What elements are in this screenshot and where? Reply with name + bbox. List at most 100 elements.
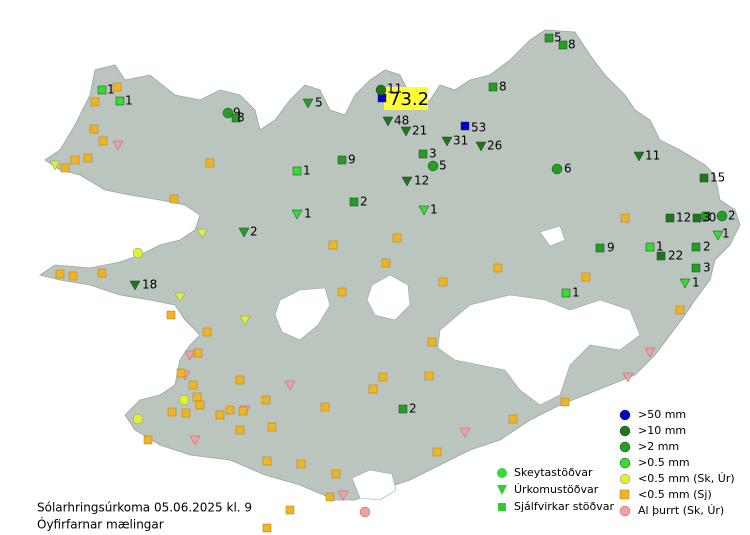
station-marker xyxy=(378,372,388,382)
station-marker xyxy=(716,210,728,222)
station-marker xyxy=(337,155,347,165)
station-marker xyxy=(398,404,408,414)
station-label: 1 xyxy=(430,203,438,217)
station-marker xyxy=(169,194,179,204)
station-marker xyxy=(381,258,391,268)
legend-label: >10 mm xyxy=(638,424,686,437)
station-marker xyxy=(644,347,656,358)
station-marker xyxy=(192,392,202,402)
station-marker xyxy=(712,230,724,241)
station-marker xyxy=(349,197,359,207)
station-marker xyxy=(441,136,453,147)
station-label: 1 xyxy=(692,276,700,290)
legend-marker xyxy=(497,468,507,478)
station-marker xyxy=(112,140,124,151)
station-label: 6 xyxy=(564,162,572,176)
station-label: 1 xyxy=(125,94,133,108)
station-marker xyxy=(331,469,341,479)
legend-marker xyxy=(619,441,631,453)
station-marker xyxy=(320,402,330,412)
station-marker xyxy=(595,243,605,253)
station-marker xyxy=(178,394,190,406)
station-marker xyxy=(701,211,711,221)
station-marker xyxy=(675,305,685,315)
station-marker xyxy=(418,149,428,159)
station-label: 8 xyxy=(237,111,245,125)
station-marker xyxy=(184,350,196,361)
station-label: 1 xyxy=(304,207,312,221)
highlight-box xyxy=(384,87,428,110)
station-marker xyxy=(188,380,198,390)
glacier xyxy=(437,294,641,406)
station-marker xyxy=(645,242,655,252)
station-marker xyxy=(375,84,387,96)
map-subtitle: Óyfirfarnar mælingar xyxy=(37,517,164,532)
glaciers xyxy=(274,225,641,501)
station-marker xyxy=(90,97,100,107)
station-label: 3 xyxy=(703,261,711,275)
station-label: 11 xyxy=(645,149,660,163)
legend-label: Úrkomustöðvar xyxy=(514,483,599,496)
legend-label: <0.5 mm (Sk, Úr) xyxy=(638,472,735,485)
legend-marker xyxy=(497,485,507,495)
station-marker xyxy=(235,375,245,385)
station-marker xyxy=(400,126,412,137)
legend-marker xyxy=(619,489,630,500)
station-marker xyxy=(418,205,430,216)
station-marker xyxy=(679,278,691,289)
station-marker xyxy=(115,96,125,106)
station-label: 5 xyxy=(439,159,447,173)
legend-marker xyxy=(619,457,631,469)
station-marker xyxy=(193,348,203,358)
legend-marker xyxy=(619,425,631,437)
legend-label: <0.5 mm (Sj) xyxy=(638,488,712,501)
station-marker xyxy=(424,371,434,381)
station-marker xyxy=(328,240,338,250)
station-marker xyxy=(97,85,107,95)
legend-marker xyxy=(619,409,631,421)
station-marker xyxy=(215,410,225,420)
station-marker xyxy=(392,233,402,243)
station-marker xyxy=(337,287,347,297)
station-label: 1 xyxy=(107,83,115,97)
station-label: 1 xyxy=(656,240,664,254)
amount-legend: >50 mm >10 mm >2 mm >0.5 mm <0.5 mm (Sk,… xyxy=(619,408,735,517)
station-marker xyxy=(222,107,234,119)
station-marker xyxy=(49,160,61,171)
station-label: 9 xyxy=(233,106,241,120)
station-label: 53 xyxy=(471,121,486,135)
station-marker xyxy=(284,380,296,391)
station-marker xyxy=(70,155,80,165)
station-marker xyxy=(508,414,518,424)
station-marker xyxy=(195,400,205,410)
station-marker xyxy=(432,447,442,457)
station-marker xyxy=(581,272,591,282)
station-marker xyxy=(83,153,93,163)
station-label: 1 xyxy=(572,286,580,300)
station-marker xyxy=(196,228,208,239)
station-marker xyxy=(296,459,306,469)
station-marker xyxy=(544,33,554,43)
station-label: 5 xyxy=(315,96,323,110)
station-marker xyxy=(205,158,215,168)
station-marker xyxy=(459,427,471,438)
legend-label: >0.5 mm xyxy=(638,456,690,469)
station-marker xyxy=(97,268,107,278)
station-marker xyxy=(143,435,153,445)
station-marker xyxy=(493,263,503,273)
station-marker xyxy=(382,116,394,127)
station-marker xyxy=(235,425,245,435)
station-marker xyxy=(132,247,144,259)
station-marker xyxy=(60,163,70,173)
station-marker xyxy=(558,40,568,50)
station-marker xyxy=(292,166,302,176)
station-marker xyxy=(620,213,630,223)
station-marker xyxy=(302,98,314,109)
station-marker xyxy=(325,492,335,502)
station-marker xyxy=(691,242,701,252)
legend-marker xyxy=(498,503,506,511)
station-label: 2 xyxy=(728,209,736,223)
glacier xyxy=(366,274,411,321)
station-marker xyxy=(68,271,78,281)
station-label: 73.2 xyxy=(389,89,429,110)
